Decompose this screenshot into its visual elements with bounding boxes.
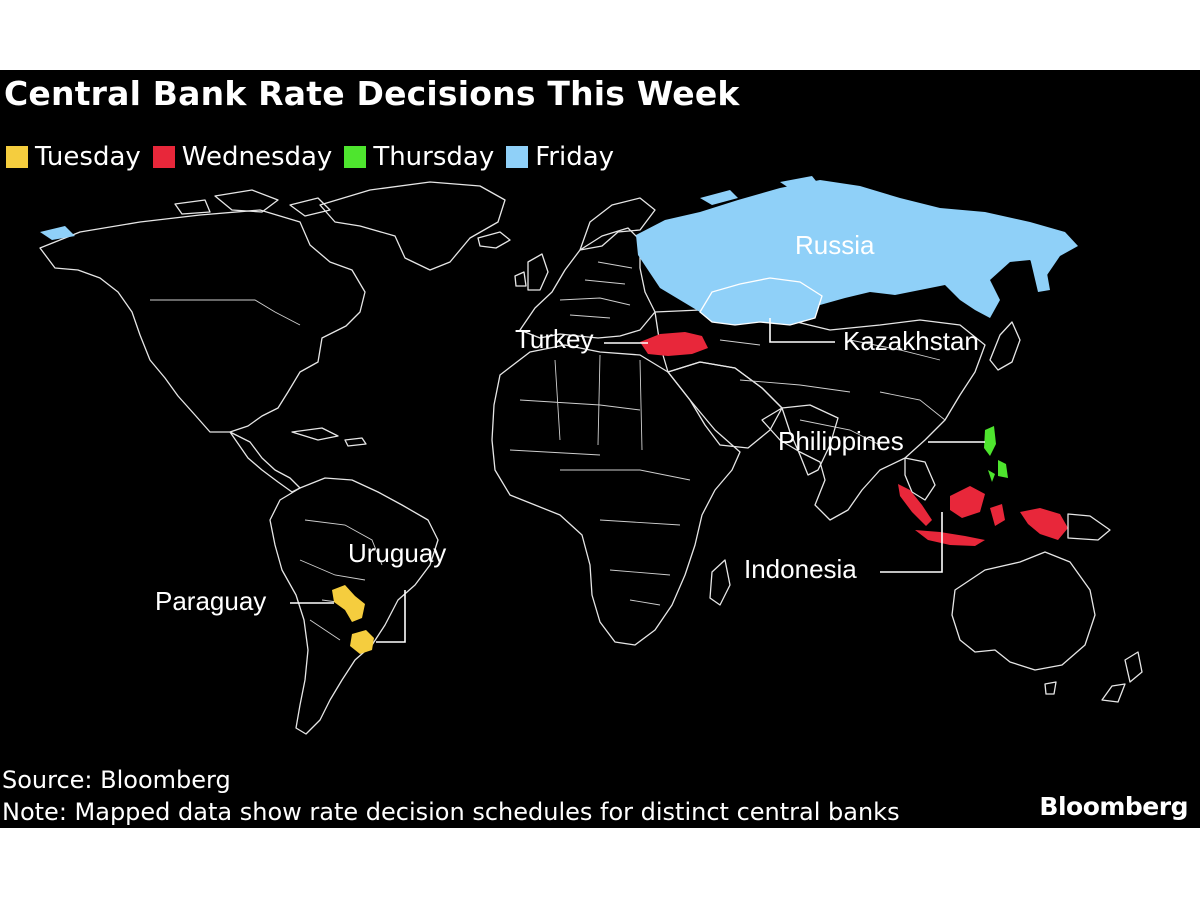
southeast-asia [904,457,936,501]
africa [491,344,741,646]
data-note: Note: Mapped data show rate decision sch… [2,798,900,826]
north-america [39,209,366,433]
paraguay-shape [332,585,365,622]
legend-label-tuesday: Tuesday [35,142,141,172]
caribbean [291,427,367,447]
paraguay-label: Paraguay [155,586,266,616]
uruguay-leader [376,590,406,643]
greenland [319,181,506,271]
africa-borders [509,354,691,606]
legend-label-thursday: Thursday [373,142,495,172]
kazakhstan-label: Kazakhstan [843,326,979,356]
indonesia-label: Indonesia [744,554,857,584]
indonesia-shape [898,484,1068,546]
chart-title: Central Bank Rate Decisions This Week [4,74,740,113]
legend-swatch-wednesday [152,146,175,168]
turkey-shape [640,332,708,356]
india [781,404,839,476]
legend-swatch-friday [506,146,529,168]
legend-item-tuesday: Tuesday [6,142,141,172]
japan [989,321,1021,371]
legend-swatch-tuesday [6,146,28,168]
philippines-shape [984,426,1008,482]
turkey-label: Turkey [515,324,594,354]
south-america-borders [299,519,383,641]
central-america [229,431,301,493]
legend: Tuesday Wednesday Thursday Friday [6,142,626,172]
kazakhstan-leader [769,318,835,343]
legend-label-friday: Friday [535,142,615,172]
philippines-label: Philippines [778,426,904,456]
us-canada-border [150,299,301,326]
uruguay-shape [350,630,374,654]
papua-new-guinea [1067,513,1111,541]
uruguay-label: Uruguay [348,538,446,568]
asia-borders [719,339,946,446]
legend-item-wednesday: Wednesday [152,142,333,172]
europe [519,227,656,339]
indonesia-leader [880,512,943,573]
new-zealand [1101,651,1143,703]
arctic-islands [174,189,331,217]
madagascar [709,559,731,606]
legend-swatch-thursday [344,146,367,168]
legend-item-thursday: Thursday [344,142,494,172]
legend-label-wednesday: Wednesday [181,142,333,172]
south-america [269,477,439,735]
scandinavia [579,197,656,251]
bloomberg-logo: Bloomberg [1039,792,1188,821]
source-note: Source: Bloomberg [2,766,231,794]
iceland [477,231,511,249]
russia-label: Russia [795,230,875,260]
kazakhstan-shape [699,277,823,326]
australia [951,551,1096,671]
map-panel: Russia Kazakhstan Turkey Philippines Ind… [0,70,1200,828]
legend-item-friday: Friday [506,142,614,172]
asia [654,309,986,521]
world-map: Russia Kazakhstan Turkey Philippines Ind… [39,176,1143,735]
europe-borders [559,261,633,319]
british-isles [514,253,549,291]
tasmania [1044,681,1057,695]
middle-east [667,361,783,449]
